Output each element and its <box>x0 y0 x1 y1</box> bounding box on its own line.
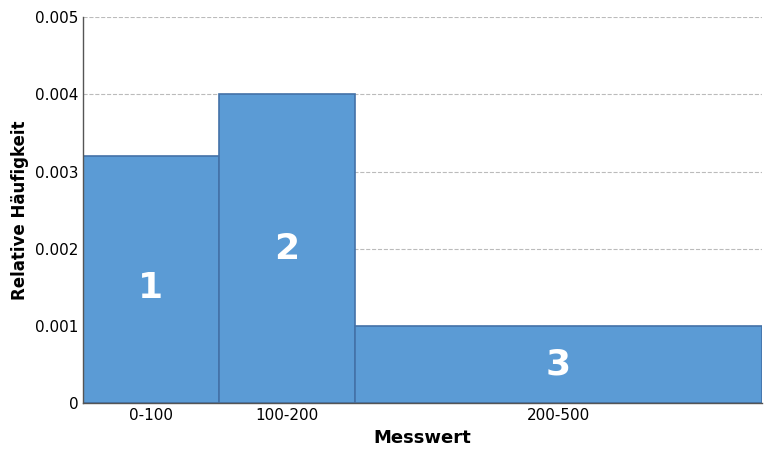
Bar <box>355 326 762 403</box>
X-axis label: Messwert: Messwert <box>373 429 472 447</box>
Text: 3: 3 <box>546 348 570 382</box>
Text: 1: 1 <box>138 271 163 305</box>
Bar <box>219 94 355 403</box>
Bar <box>83 156 219 403</box>
Text: 2: 2 <box>274 232 299 266</box>
Y-axis label: Relative Häufigkeit: Relative Häufigkeit <box>11 120 29 300</box>
